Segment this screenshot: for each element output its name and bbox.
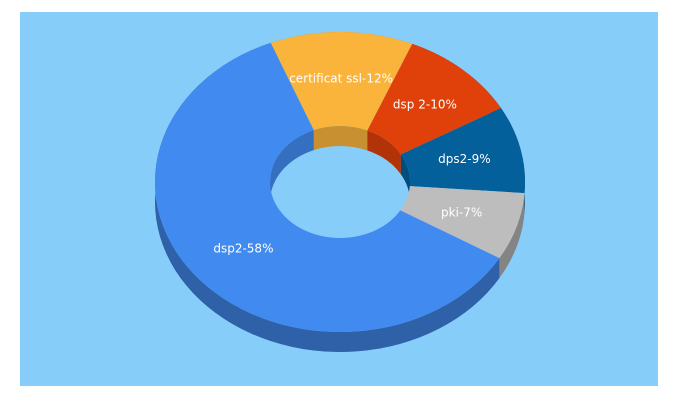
slice-label: dsp2-58% bbox=[213, 242, 273, 256]
donut-tops bbox=[155, 32, 525, 332]
slice-side bbox=[270, 130, 314, 202]
slice bbox=[400, 186, 525, 259]
donut-labels: certificat ssl-12%dsp 2-10% dps2-9% pki-7%… bbox=[213, 72, 490, 256]
slice bbox=[367, 43, 502, 155]
slice bbox=[155, 42, 500, 332]
slice-side bbox=[367, 130, 401, 175]
slice-label: dps2-9% bbox=[438, 152, 491, 166]
slice bbox=[400, 108, 525, 194]
slice-side bbox=[499, 193, 525, 279]
slice-label: pki-7% bbox=[441, 205, 482, 219]
slice-side bbox=[313, 126, 368, 151]
slice-side bbox=[400, 154, 410, 202]
slice bbox=[270, 32, 413, 131]
slice-label: certificat ssl-12% bbox=[289, 72, 393, 86]
slice-label: dsp 2-10% bbox=[393, 98, 457, 112]
